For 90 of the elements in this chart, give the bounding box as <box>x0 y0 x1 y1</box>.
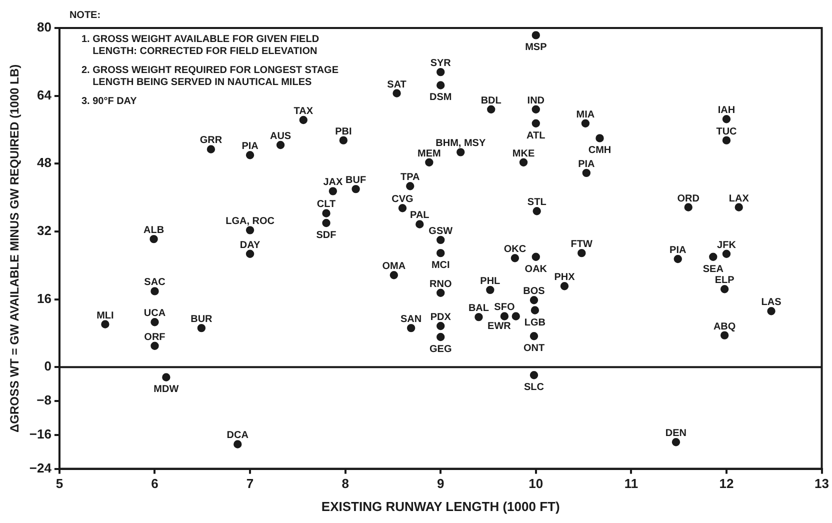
annotation: SDF <box>316 230 336 241</box>
annotation: ATL <box>526 130 546 142</box>
annotation: 2. GROSS WEIGHT REQUIRED FOR LONGEST STAGE LENGTH BEING SERVED IN NAUTICAL MILES <box>81 65 339 88</box>
annotation: SEA <box>702 264 724 275</box>
annotation: RNO <box>430 278 452 290</box>
annotation: TPA <box>400 172 420 184</box>
annotation: IND <box>527 95 545 106</box>
annotation: ONT <box>523 343 545 354</box>
annotation: CMH <box>588 145 612 156</box>
annotation: PBI <box>335 126 352 138</box>
annotation: MCI <box>431 260 450 272</box>
annotation: MEM <box>418 148 441 160</box>
annotation: GRR <box>200 135 223 146</box>
annotation: OMA <box>382 261 406 272</box>
annotation: BDL <box>480 95 502 106</box>
text: NOTE: <box>69 10 101 21</box>
annotation: LAS <box>761 297 782 308</box>
annotation: ABQ <box>713 321 736 332</box>
annotation: BUF <box>346 175 366 186</box>
annotation: CVG <box>392 194 414 206</box>
annotation: UCA <box>144 308 166 320</box>
y-tick-label: 32 <box>36 223 52 238</box>
y-tick-label: 48 <box>36 155 52 170</box>
annotation: LGA, ROC <box>226 216 274 228</box>
y-tick-label: −16 <box>29 426 52 442</box>
x-tick-label: 11 <box>624 476 638 492</box>
annotation: DEN <box>665 428 687 440</box>
x-tick-label: 8 <box>342 476 349 492</box>
x-tick-label: 12 <box>719 476 734 492</box>
annotation: 3. 90°F DAY <box>81 96 138 107</box>
annotation: JFK <box>717 240 737 251</box>
annotation: PAL <box>410 210 430 222</box>
annotation: DAY <box>240 240 260 251</box>
annotation: PIA <box>670 244 686 256</box>
annotation: PHL <box>480 276 500 287</box>
annotation: ORF <box>144 332 166 343</box>
annotation: MSP <box>525 42 548 54</box>
annotation: OAK <box>524 264 548 275</box>
y-tick-label: 0 <box>44 358 52 374</box>
annotation: BOS <box>523 286 546 298</box>
annotation: PDX <box>430 312 452 323</box>
annotation: TAX <box>294 106 314 117</box>
y-axis-title: ΔGROSS WT = GW AVAILABLE MINUS GW REQUIRED (1000 LB) <box>8 64 22 432</box>
annotation: SFO <box>494 302 515 314</box>
annotation: JAX <box>323 177 343 188</box>
annotation: SAT <box>387 79 406 90</box>
annotation: PIA <box>578 158 595 170</box>
y-tick-label: −24 <box>29 460 52 476</box>
annotation: GSW <box>428 226 454 237</box>
annotation: MDW <box>154 384 180 396</box>
annotation: OKC <box>504 244 526 256</box>
annotation: 1. GROSS WEIGHT AVAILABLE FOR GIVEN FIELD LENGTH: CORRECTED FOR FIELD ELEVATION <box>81 34 320 57</box>
annotation: SLC <box>524 382 544 394</box>
annotation: STL <box>527 197 546 208</box>
x-tick-label: 6 <box>151 476 158 492</box>
annotation: IAH <box>718 105 736 116</box>
annotation: EWR <box>488 321 512 332</box>
annotation: PHX <box>554 272 576 284</box>
annotation: MKE <box>512 148 535 160</box>
x-tick-label: 7 <box>246 476 254 492</box>
annotation: MLI <box>96 310 114 322</box>
annotation: FTW <box>570 239 594 250</box>
y-tick-label: −8 <box>36 392 52 408</box>
y-tick-label: 16 <box>36 290 52 306</box>
annotation: TUC <box>716 126 737 138</box>
annotation: PIA <box>242 141 258 152</box>
annotation: BUR <box>190 314 214 326</box>
annotation: ORD <box>677 193 700 204</box>
annotation: SYR <box>430 58 452 70</box>
x-tick-label: 9 <box>436 476 444 492</box>
x-tick-label: 5 <box>56 476 64 492</box>
annotation: BAL <box>468 303 490 314</box>
annotation: ELP <box>714 275 735 286</box>
x-tick-label: 13 <box>814 476 830 492</box>
annotation: GEG <box>430 344 452 355</box>
x-axis-title: EXISTING RUNWAY LENGTH (1000 FT) <box>321 498 560 514</box>
annotation: LGB <box>524 317 546 328</box>
annotation: SAN <box>400 314 422 326</box>
annotation: CLT <box>316 199 336 210</box>
y-tick-label: 64 <box>36 87 52 102</box>
annotation: ALB <box>144 225 164 236</box>
annotation: LAX <box>728 193 750 204</box>
annotation: SAC <box>144 277 166 288</box>
annotation: AUS <box>270 130 292 142</box>
y-tick-label: 80 <box>36 20 52 35</box>
annotation: DSM <box>430 92 452 104</box>
annotation: BHM, MSY <box>436 138 486 150</box>
x-tick-label: 10 <box>528 476 544 492</box>
annotation: MIA <box>576 109 595 120</box>
annotation: DCA <box>226 430 248 442</box>
